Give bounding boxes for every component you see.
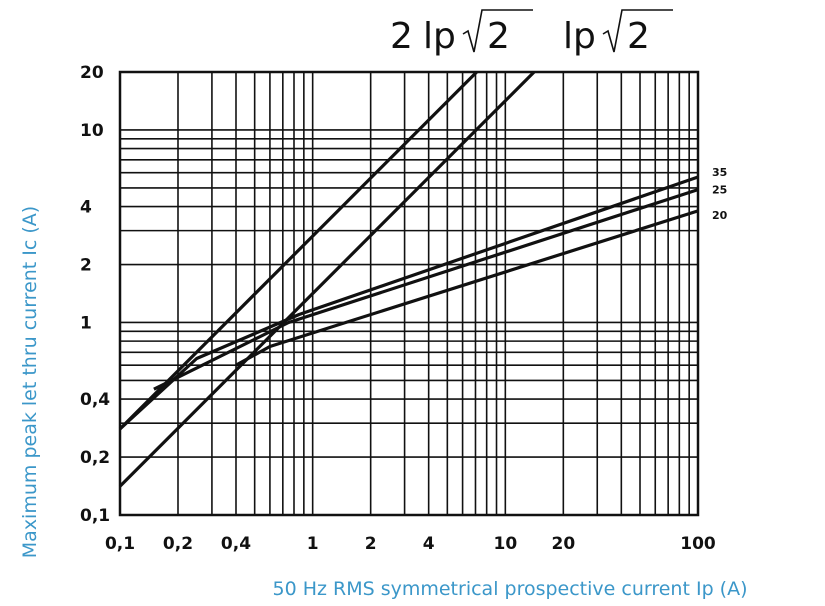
- x-tick-label: 4: [423, 534, 435, 554]
- series-line-20: [235, 209, 699, 367]
- y-tick-label: 0,1: [80, 506, 110, 526]
- formula-radicand: 2: [627, 16, 650, 57]
- x-tick-label: 0,1: [105, 534, 135, 554]
- formula-coefficient: 2: [390, 16, 413, 57]
- x-tick-label: 2: [365, 534, 377, 554]
- formula-2ip-sqrt2: 2 lp 2: [390, 9, 533, 57]
- series-labels: 35 25 20: [712, 166, 728, 222]
- series-line-ip: [118, 70, 536, 488]
- series-line-35: [118, 175, 699, 431]
- y-tick-label: 1: [80, 313, 92, 333]
- series-line-2ip: [118, 70, 478, 431]
- x-tick-label: 10: [493, 534, 517, 554]
- y-axis-title: Maximum peak let thru current Ic (A): [19, 206, 41, 558]
- series-end-label: 35: [712, 166, 727, 179]
- series-end-label: 25: [712, 184, 727, 197]
- x-axis-title: 50 Hz RMS symmetrical prospective curren…: [273, 578, 748, 600]
- formula-variable: lp: [423, 16, 456, 57]
- y-tick-label: 10: [80, 121, 104, 141]
- series-layer: [118, 70, 699, 488]
- y-tick-label: 4: [80, 198, 92, 218]
- tick-labels: 0,1 0,2 0,4 1 2 4 10 20 100 0,1 0,2 0,4 1 2 4 10 20: [80, 63, 716, 554]
- plot-frame: [118, 70, 700, 517]
- y-tick-label: 0,2: [80, 448, 110, 468]
- x-tick-label: 0,2: [163, 534, 193, 554]
- formula-ip-sqrt2: lp 2: [563, 9, 673, 57]
- formula-labels: 2 lp 2 lp 2: [390, 9, 673, 57]
- radical-sign-icon: [462, 9, 533, 53]
- x-tick-label: 0,4: [221, 534, 251, 554]
- formula-radicand: 2: [487, 16, 510, 57]
- formula-variable: lp: [563, 16, 596, 57]
- x-tick-label: 20: [551, 534, 575, 554]
- radical-sign-icon: [602, 9, 673, 53]
- series-end-label: 20: [712, 209, 728, 222]
- y-tick-label: 2: [80, 256, 92, 276]
- y-tick-label: 0,4: [80, 390, 110, 410]
- y-tick-label: 20: [80, 63, 104, 83]
- x-tick-label: 100: [680, 534, 716, 554]
- x-tick-label: 1: [307, 534, 319, 554]
- series-line-25: [153, 188, 699, 391]
